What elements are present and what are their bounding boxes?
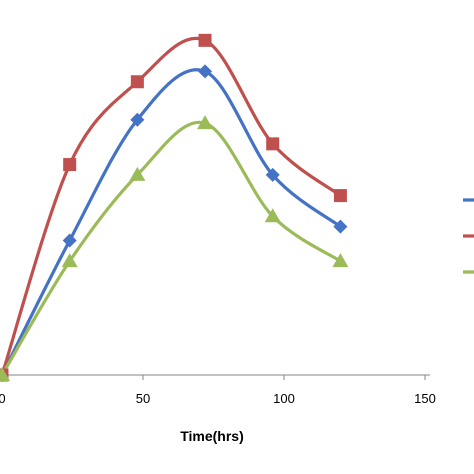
series-blue-point xyxy=(130,112,145,127)
series-markers xyxy=(0,33,349,382)
series-green-point xyxy=(264,208,281,223)
series-blue-point xyxy=(198,64,213,79)
x-tick-label: 150 xyxy=(414,391,436,406)
series-red-point xyxy=(333,189,347,203)
series-red-point xyxy=(266,137,280,151)
series-blue-point xyxy=(62,233,77,248)
series-green-point xyxy=(129,166,146,181)
x-axis-title: Time(hrs) xyxy=(180,428,244,444)
x-tick-label: 50 xyxy=(136,391,150,406)
series-green-point xyxy=(0,367,10,381)
series-green-point xyxy=(61,253,78,268)
series-blue-point xyxy=(265,167,280,182)
series-green-point xyxy=(332,253,349,268)
series-blue-point xyxy=(333,219,348,234)
legend xyxy=(463,198,474,274)
x-axis-ticks: 0 50 100 150 xyxy=(0,375,436,406)
x-tick-label: 100 xyxy=(273,391,295,406)
series-green-point xyxy=(197,115,214,130)
series-red-point xyxy=(130,75,144,89)
series-red-point xyxy=(63,158,77,172)
x-tick-label: 0 xyxy=(0,391,6,406)
series-red-point xyxy=(198,33,212,47)
